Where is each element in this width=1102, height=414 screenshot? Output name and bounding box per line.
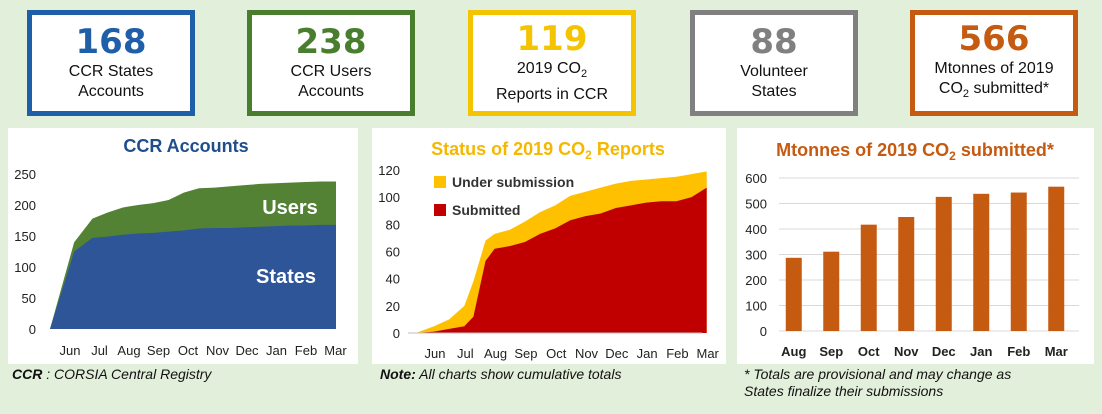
x-tick-label: Jun [60, 343, 81, 358]
y-tick-label: 100 [745, 299, 767, 314]
kpi-value: 566 [958, 19, 1030, 60]
x-tick-label: Oct [178, 343, 199, 358]
kpi-value: 119 [516, 19, 588, 60]
series-label-states: States [256, 266, 316, 288]
chart-title: Status of 2019 CO2 Reports [431, 139, 665, 162]
kpi-label: CCR States Accounts [68, 63, 154, 100]
bar [860, 224, 877, 331]
y-tick-label: 40 [386, 272, 400, 287]
y-tick-label: 250 [14, 167, 36, 182]
x-tick-label: Dec [932, 344, 956, 359]
kpi-users-accounts: 238 CCR Users Accounts [247, 10, 415, 116]
x-tick-label: Dec [605, 346, 629, 361]
ccr-accounts-svg: CCR Accounts 0 50 100 150 200 250 Users States Ju… [14, 136, 347, 358]
y-tick-label: 150 [14, 229, 36, 244]
x-tick-label: Jun [425, 346, 446, 361]
y-tick-label: 100 [14, 260, 36, 275]
x-tick-label: Oct [858, 344, 880, 359]
x-tick-label: Jan [266, 343, 287, 358]
kpi-label: 2019 CO2 Reports in CCR [495, 60, 609, 103]
kpi-mtonnes-submitted: 566 Mtonnes of 2019 CO2 submitted* [910, 10, 1078, 116]
x-tick-label: Aug [484, 346, 507, 361]
x-tick-label: Sep [147, 343, 170, 358]
kpi-value: 238 [295, 22, 367, 62]
ccr-footnote: CCR : CORSIA Central Registry [12, 366, 212, 382]
series-area-states [50, 224, 336, 329]
y-tick-label: 0 [393, 326, 400, 341]
kpi-volunteer-states: 88 Volunteer States [690, 10, 858, 116]
kpi-label: Mtonnes of 2019 CO2 submitted* [934, 60, 1054, 101]
legend-swatch-submitted [434, 204, 446, 216]
report-status-svg: Status of 2019 CO2 Reports 0 20 40 60 80 100 12… [378, 139, 720, 361]
y-tick-label: 400 [745, 222, 767, 237]
y-tick-label: 500 [745, 197, 767, 212]
series-area-submitted [408, 187, 707, 333]
kpi-label: CCR Users Accounts [290, 63, 372, 100]
x-tick-label: Jul [91, 343, 108, 358]
chart-mtonnes-submitted: Mtonnes of 2019 CO2 submitted* 0 100 200 300… [737, 128, 1094, 364]
chart-report-status: Status of 2019 CO2 Reports 0 20 40 60 80 100 12… [372, 128, 726, 364]
x-tick-label: Feb [666, 346, 688, 361]
bar [785, 257, 802, 331]
x-tick-label: Nov [206, 343, 230, 358]
x-tick-label: Jul [457, 346, 474, 361]
chart-title: CCR Accounts [123, 136, 248, 156]
x-tick-label: Jan [970, 344, 992, 359]
y-tick-label: 120 [378, 163, 400, 178]
x-tick-label: Feb [1007, 344, 1030, 359]
legend-label-under-submission: Under submission [452, 174, 574, 190]
y-tick-label: 200 [14, 198, 36, 213]
y-tick-label: 0 [760, 324, 767, 339]
bar [973, 193, 990, 331]
y-tick-label: 20 [386, 299, 400, 314]
bar [898, 217, 915, 331]
chart-title: Mtonnes of 2019 CO2 submitted* [776, 140, 1054, 163]
y-tick-label: 60 [386, 245, 400, 260]
bar [823, 251, 840, 331]
x-tick-label: Aug [117, 343, 140, 358]
x-tick-label: Feb [295, 343, 317, 358]
kpi-reports-in-ccr: 119 2019 CO2 Reports in CCR [468, 10, 636, 116]
kpi-label: Volunteer States [740, 63, 808, 100]
bar [1048, 186, 1065, 331]
kpi-states-accounts: 168 CCR States Accounts [27, 10, 195, 116]
y-tick-label: 200 [745, 273, 767, 288]
x-tick-label: Sep [514, 346, 537, 361]
x-tick-label: Mar [1045, 344, 1068, 359]
x-tick-label: Sep [819, 344, 843, 359]
kpi-value: 88 [750, 22, 798, 62]
y-tick-label: 600 [745, 171, 767, 186]
provisional-footnote: * Totals are provisional and may change … [744, 366, 1012, 399]
x-tick-label: Mar [697, 346, 720, 361]
y-tick-label: 300 [745, 248, 767, 263]
cumulative-note: Note: All charts show cumulative totals [380, 366, 622, 382]
x-tick-label: Oct [546, 346, 567, 361]
y-tick-label: 80 [386, 217, 400, 232]
kpi-value: 168 [75, 22, 147, 62]
y-tick-label: 0 [29, 322, 36, 337]
y-tick-label: 50 [22, 291, 36, 306]
x-tick-label: Mar [324, 343, 347, 358]
x-tick-label: Nov [894, 344, 919, 359]
bar [1010, 192, 1027, 331]
x-tick-label: Aug [781, 344, 806, 359]
x-tick-label: Nov [575, 346, 599, 361]
y-tick-label: 100 [378, 190, 400, 205]
bar [935, 196, 952, 331]
legend-swatch-under-submission [434, 176, 446, 188]
series-label-users: Users [262, 197, 318, 219]
mtonnes-svg: Mtonnes of 2019 CO2 submitted* 0 100 200 300… [745, 140, 1079, 359]
x-tick-label: Dec [235, 343, 259, 358]
chart-ccr-accounts: CCR Accounts 0 50 100 150 200 250 Users States Ju… [8, 128, 358, 364]
x-tick-label: Jan [637, 346, 658, 361]
legend-label-submitted: Submitted [452, 202, 520, 218]
